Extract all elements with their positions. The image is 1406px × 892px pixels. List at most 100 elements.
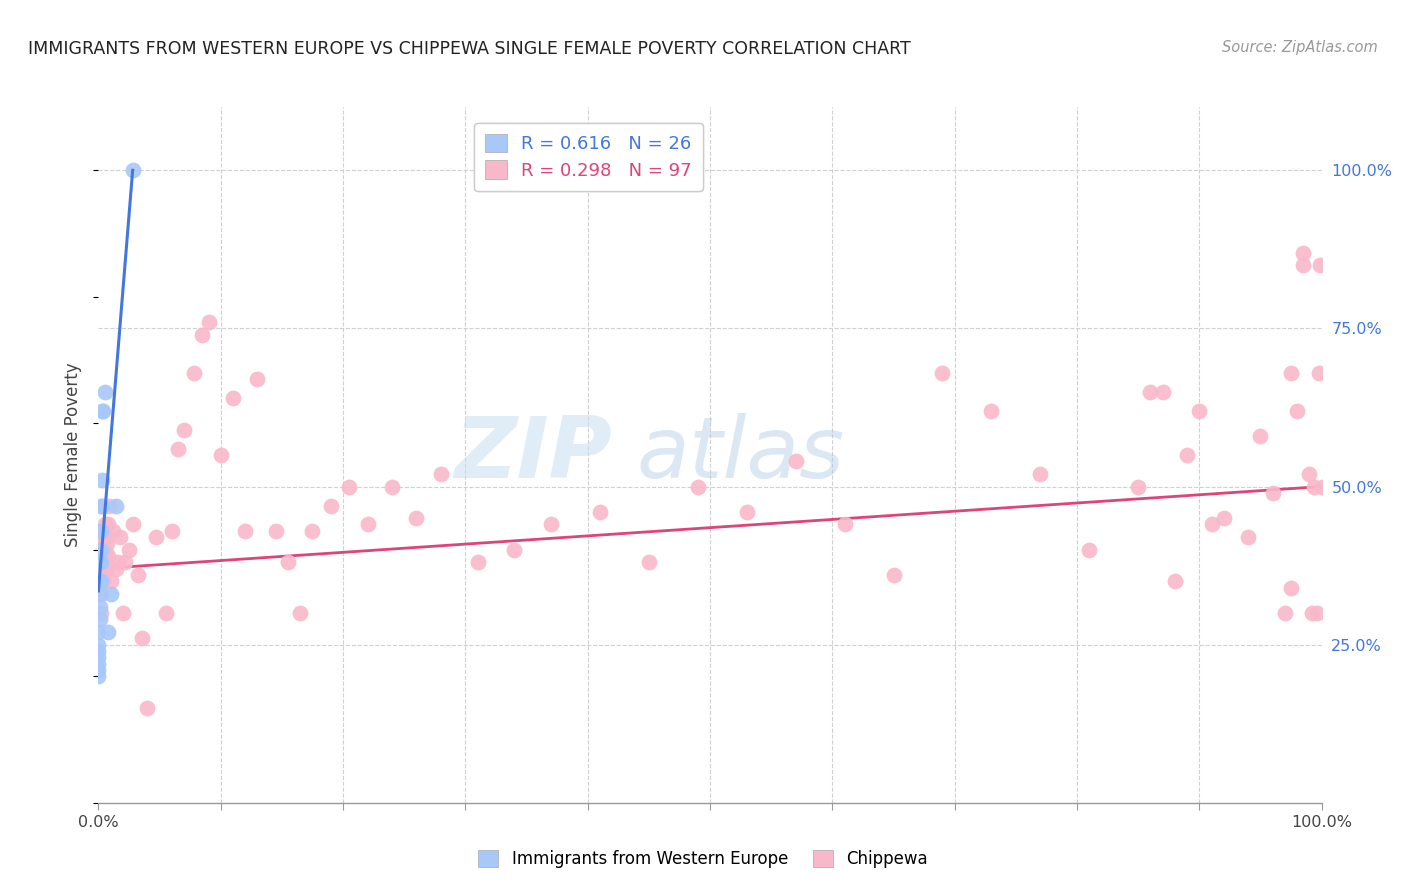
Point: [931, 366, 953, 380]
Point: [101, 524, 124, 538]
Point: [91, 473, 114, 487]
Point: [90, 542, 112, 557]
Point: [87, 669, 110, 683]
Point: [183, 366, 205, 380]
Point: [589, 505, 612, 519]
Point: [100, 574, 122, 589]
Point: [91, 542, 114, 557]
Point: [114, 556, 136, 570]
Point: [94, 562, 117, 576]
Point: [93, 517, 115, 532]
Point: [191, 327, 214, 342]
Point: [89, 574, 111, 589]
Point: [222, 391, 245, 405]
Point: [93, 384, 115, 399]
Point: [1164, 574, 1187, 589]
Point: [87, 657, 110, 671]
Point: [1286, 403, 1309, 417]
Y-axis label: Single Female Poverty: Single Female Poverty: [65, 363, 83, 547]
Point: [89, 568, 111, 582]
Point: [90, 606, 112, 620]
Point: [89, 599, 111, 614]
Point: [1279, 581, 1302, 595]
Point: [118, 542, 141, 557]
Point: [110, 530, 132, 544]
Point: [91, 499, 114, 513]
Point: [1301, 606, 1323, 620]
Point: [91, 403, 114, 417]
Point: [89, 587, 111, 601]
Point: [91, 556, 114, 570]
Point: [1237, 530, 1260, 544]
Point: [980, 403, 1002, 417]
Point: [87, 663, 110, 677]
Point: [87, 644, 110, 658]
Point: [467, 556, 489, 570]
Point: [87, 650, 110, 665]
Point: [127, 568, 149, 582]
Point: [90, 562, 112, 576]
Point: [87, 638, 110, 652]
Point: [290, 606, 312, 620]
Point: [337, 479, 360, 493]
Point: [834, 517, 856, 532]
Point: [93, 556, 115, 570]
Point: [89, 562, 111, 576]
Point: [1152, 384, 1174, 399]
Text: ZIP: ZIP: [454, 413, 612, 497]
Point: [93, 542, 115, 557]
Point: [155, 606, 177, 620]
Point: [883, 568, 905, 582]
Point: [98, 499, 121, 513]
Point: [89, 556, 111, 570]
Point: [540, 517, 562, 532]
Point: [197, 315, 219, 329]
Text: Source: ZipAtlas.com: Source: ZipAtlas.com: [1222, 40, 1378, 55]
Point: [1303, 479, 1326, 493]
Point: [97, 517, 120, 532]
Point: [94, 530, 117, 544]
Point: [100, 587, 122, 601]
Point: [686, 479, 709, 493]
Point: [91, 574, 114, 589]
Point: [104, 499, 127, 513]
Point: [503, 542, 526, 557]
Point: [90, 499, 112, 513]
Point: [89, 542, 111, 557]
Point: [356, 517, 378, 532]
Point: [87, 562, 110, 576]
Point: [91, 574, 114, 589]
Legend: R = 0.616   N = 26, R = 0.298   N = 97: R = 0.616 N = 26, R = 0.298 N = 97: [474, 123, 703, 191]
Point: [91, 568, 114, 582]
Point: [277, 556, 299, 570]
Point: [173, 423, 195, 437]
Point: [264, 524, 287, 538]
Point: [145, 530, 167, 544]
Point: [104, 562, 127, 576]
Text: IMMIGRANTS FROM WESTERN EUROPE VS CHIPPEWA SINGLE FEMALE POVERTY CORRELATION CHA: IMMIGRANTS FROM WESTERN EUROPE VS CHIPPE…: [28, 40, 911, 58]
Point: [97, 549, 120, 563]
Point: [233, 524, 256, 538]
Point: [121, 517, 143, 532]
Point: [1078, 542, 1101, 557]
Point: [89, 612, 111, 626]
Point: [405, 511, 427, 525]
Point: [90, 587, 112, 601]
Point: [90, 556, 112, 570]
Point: [90, 574, 112, 589]
Point: [209, 448, 232, 462]
Point: [1309, 258, 1331, 272]
Point: [96, 536, 118, 550]
Point: [107, 556, 129, 570]
Legend: Immigrants from Western Europe, Chippewa: Immigrants from Western Europe, Chippewa: [471, 843, 935, 875]
Point: [160, 524, 183, 538]
Point: [90, 530, 112, 544]
Point: [381, 479, 404, 493]
Point: [91, 403, 114, 417]
Text: atlas: atlas: [637, 413, 845, 497]
Point: [430, 467, 453, 481]
Point: [1292, 258, 1315, 272]
Point: [1212, 511, 1234, 525]
Point: [121, 163, 143, 178]
Point: [1029, 467, 1052, 481]
